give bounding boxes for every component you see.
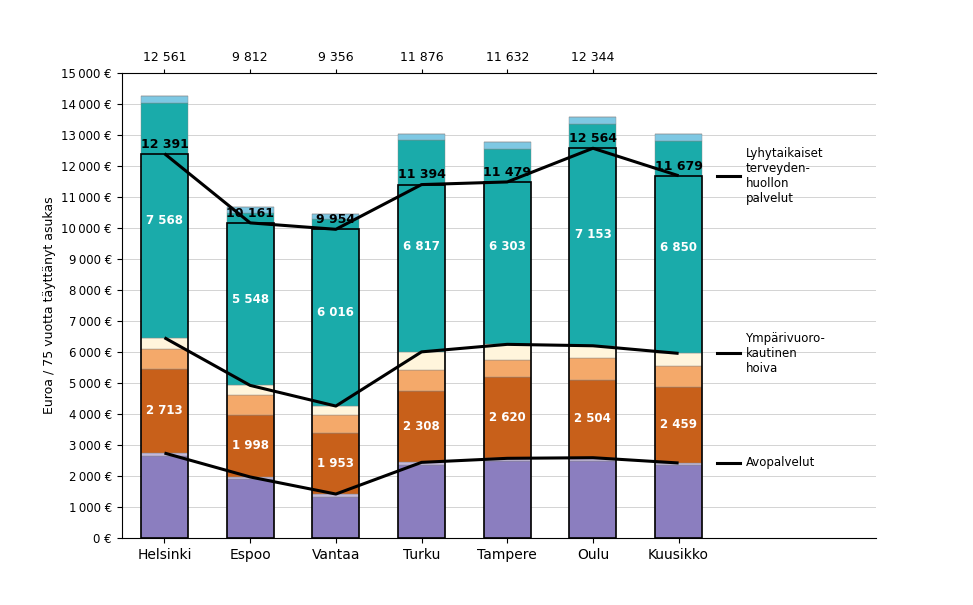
Bar <box>141 338 188 348</box>
Text: 7 568: 7 568 <box>146 214 183 227</box>
Text: 11 679: 11 679 <box>655 160 703 172</box>
Text: 12 564: 12 564 <box>569 132 617 145</box>
Bar <box>655 175 703 538</box>
Bar <box>227 207 273 213</box>
Bar <box>227 477 273 479</box>
Bar <box>312 497 359 538</box>
Text: 6 303: 6 303 <box>488 240 525 253</box>
Bar <box>569 358 617 380</box>
Bar <box>227 223 273 538</box>
Bar <box>569 380 617 458</box>
Bar <box>398 352 445 370</box>
Bar <box>312 219 359 406</box>
Text: 2 504: 2 504 <box>574 413 611 425</box>
Text: Avopalvelut: Avopalvelut <box>745 457 814 469</box>
Bar <box>398 391 445 462</box>
Bar <box>141 369 188 453</box>
Bar <box>227 394 273 415</box>
Text: 6 817: 6 817 <box>403 240 440 252</box>
Text: 2 308: 2 308 <box>403 420 440 433</box>
Text: 1 953: 1 953 <box>317 457 354 470</box>
Bar <box>655 353 703 367</box>
Bar <box>141 456 188 538</box>
Bar <box>569 461 617 538</box>
Bar <box>655 140 703 353</box>
Bar <box>227 213 273 385</box>
Text: 11 394: 11 394 <box>398 168 446 182</box>
Bar <box>655 465 703 538</box>
Text: 6 016: 6 016 <box>317 306 354 319</box>
Bar <box>312 415 359 433</box>
Bar <box>484 149 531 344</box>
Text: 12 391: 12 391 <box>140 137 189 151</box>
Text: 11 479: 11 479 <box>484 166 531 179</box>
Bar <box>141 348 188 369</box>
Bar <box>569 346 617 358</box>
Bar <box>484 182 531 538</box>
Text: 10 161: 10 161 <box>226 207 274 220</box>
Bar <box>227 479 273 538</box>
Bar <box>484 142 531 149</box>
Text: Ympärivuoro-
kautinen
hoiva: Ympärivuoro- kautinen hoiva <box>745 332 825 375</box>
Bar <box>398 462 445 465</box>
Text: 6 850: 6 850 <box>660 241 697 253</box>
Bar <box>655 134 703 140</box>
Bar <box>655 463 703 465</box>
Bar <box>569 117 617 123</box>
Bar <box>227 385 273 394</box>
Bar <box>398 140 445 352</box>
Bar <box>484 344 531 360</box>
Bar <box>655 367 703 387</box>
Text: 2 459: 2 459 <box>660 418 697 431</box>
Text: 5 548: 5 548 <box>232 293 269 306</box>
Text: Lyhytaikaiset
terveyden-
huollon
palvelut: Lyhytaikaiset terveyden- huollon palvelu… <box>745 147 823 204</box>
Bar <box>484 459 531 461</box>
Text: 7 153: 7 153 <box>574 228 611 241</box>
Bar <box>569 123 617 346</box>
Y-axis label: Euroa / 75 vuotta täyttänyt asukas: Euroa / 75 vuotta täyttänyt asukas <box>43 197 55 414</box>
Bar <box>398 134 445 140</box>
Text: 2 620: 2 620 <box>488 411 525 424</box>
Bar <box>312 229 359 538</box>
Bar <box>312 433 359 494</box>
Bar <box>484 377 531 459</box>
Bar <box>312 494 359 497</box>
Bar <box>484 461 531 538</box>
Bar <box>484 360 531 377</box>
Text: 9 954: 9 954 <box>316 213 355 226</box>
Bar <box>398 370 445 391</box>
Bar <box>569 458 617 461</box>
Bar <box>398 465 445 538</box>
Bar <box>227 415 273 477</box>
Bar <box>141 154 188 538</box>
Bar <box>312 214 359 219</box>
Text: 2 713: 2 713 <box>146 404 183 417</box>
Bar <box>312 406 359 415</box>
Bar <box>398 185 445 538</box>
Bar <box>141 96 188 103</box>
Bar <box>655 387 703 463</box>
Text: 1 998: 1 998 <box>232 439 269 453</box>
Bar <box>141 103 188 338</box>
Bar <box>141 453 188 456</box>
Bar <box>569 148 617 538</box>
